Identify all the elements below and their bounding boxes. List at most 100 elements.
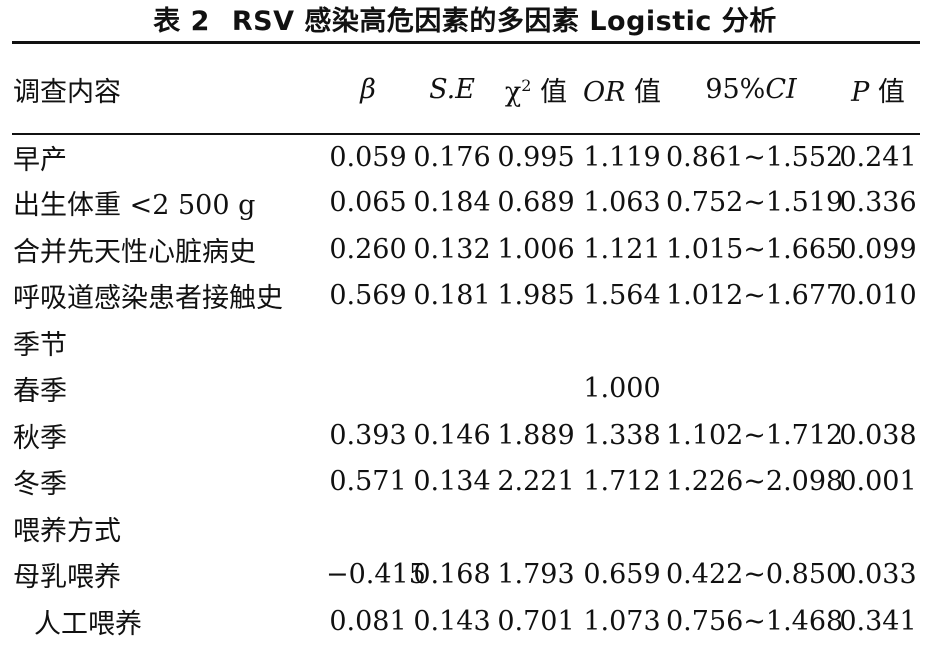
- table-row: 人工喂养 0.081 0.143 0.701 1.073 0.756~1.468…: [12, 598, 920, 645]
- cell-p: 0.010: [839, 280, 917, 312]
- cell-p: 0.033: [839, 559, 917, 591]
- cell-se: [410, 505, 494, 552]
- cell-ci: [666, 505, 836, 552]
- row-label: 母乳喂养: [13, 562, 121, 594]
- header-p: P 值: [836, 46, 920, 133]
- table-row: 秋季 0.393 0.146 1.889 1.338 1.102~1.712 0…: [12, 412, 920, 459]
- cell-se: 0.181: [413, 280, 491, 312]
- header-ci: 95%CI: [666, 46, 836, 133]
- table-row: 呼吸道感染患者接触史 0.569 0.181 1.985 1.564 1.012…: [12, 273, 920, 320]
- cell-beta: [326, 319, 410, 366]
- cell-ci: 0.756~1.468: [666, 605, 844, 637]
- row-label: 早产: [13, 144, 67, 176]
- cell-or: 1.338: [583, 419, 661, 451]
- ci-prefix: 95%: [705, 74, 766, 105]
- row-label: 呼吸道感染患者接触史: [13, 283, 283, 315]
- cell-beta: 0.065: [329, 187, 407, 219]
- cell-se: 0.184: [413, 187, 491, 219]
- cell-ci: 0.861~1.552: [666, 141, 844, 173]
- cell-p: 0.241: [839, 141, 917, 173]
- cell-or: 1.121: [583, 233, 661, 265]
- cell-chi2: 1.985: [497, 280, 575, 312]
- cell-beta: −0.415: [326, 559, 426, 591]
- cell-ci: 1.015~1.665: [666, 233, 844, 265]
- cell-or: 1.712: [583, 466, 661, 498]
- cell-ci: 0.752~1.519: [666, 187, 844, 219]
- cell-or: [578, 319, 666, 366]
- chi-symbol: χ: [504, 77, 522, 108]
- cell-se: 0.132: [413, 233, 491, 265]
- cell-beta: [326, 366, 410, 413]
- header-chi2: χ2 值: [494, 46, 578, 133]
- table-row: 出生体重 <2 500 g 0.065 0.184 0.689 1.063 0.…: [12, 180, 920, 227]
- cell-p: [836, 505, 920, 552]
- cell-or: 1.063: [583, 187, 661, 219]
- cell-se: 0.168: [413, 559, 491, 591]
- cell-p: 0.341: [839, 605, 917, 637]
- cell-se: [410, 319, 494, 366]
- ci-label: CI: [765, 74, 797, 105]
- cell-p: [836, 319, 920, 366]
- cell-beta: [326, 505, 410, 552]
- chi-superscript: 2: [521, 76, 532, 95]
- cell-or: 1.073: [583, 605, 661, 637]
- cell-ci: [666, 319, 836, 366]
- logistic-analysis-table: 调查内容 β S.E χ2 值 OR 值 95%CI P 值 早产 0.059 …: [12, 46, 920, 645]
- row-label: 冬季: [13, 469, 67, 501]
- cell-se: 0.134: [413, 466, 491, 498]
- cell-se: [410, 366, 494, 413]
- cell-chi2: 1.793: [497, 559, 575, 591]
- row-label: 人工喂养: [34, 608, 142, 640]
- cell-beta: 0.569: [329, 280, 407, 312]
- cell-chi2: [494, 505, 578, 552]
- cell-chi2: 1.006: [497, 233, 575, 265]
- cell-p: 0.001: [839, 466, 917, 498]
- cell-ci: 0.422~0.850: [666, 559, 844, 591]
- header-beta: β: [360, 74, 376, 105]
- table-number: 表 2: [153, 6, 210, 37]
- cell-chi2: 0.995: [497, 141, 575, 173]
- cell-ci: 1.226~2.098: [666, 466, 844, 498]
- cell-beta: 0.393: [329, 419, 407, 451]
- cell-chi2: 0.689: [497, 187, 575, 219]
- table-row: 冬季 0.571 0.134 2.221 1.712 1.226~2.098 0…: [12, 459, 920, 506]
- row-label: 秋季: [13, 422, 67, 454]
- row-label: 出生体重 <2 500 g: [13, 190, 256, 222]
- cell-p: 0.038: [839, 419, 917, 451]
- row-label: 季节: [13, 329, 67, 361]
- cell-ci: 1.102~1.712: [666, 419, 844, 451]
- header-item: 调查内容: [13, 77, 121, 108]
- cell-ci: [666, 366, 836, 413]
- table-title: RSV 感染高危因素的多因素 Logistic 分析: [231, 6, 777, 37]
- p-suffix: 值: [869, 77, 905, 108]
- cell-p: 0.336: [839, 187, 917, 219]
- p-label: P: [851, 77, 870, 108]
- cell-beta: 0.081: [329, 605, 407, 637]
- cell-p: 0.099: [839, 233, 917, 265]
- cell-chi2: [494, 366, 578, 413]
- or-label: OR: [582, 77, 626, 108]
- cell-chi2: 1.889: [497, 419, 575, 451]
- or-suffix: 值: [625, 77, 662, 108]
- cell-beta: 0.571: [329, 466, 407, 498]
- row-label: 合并先天性心脏病史: [13, 236, 256, 268]
- header-rule: [12, 133, 920, 135]
- cell-or: 1.000: [583, 373, 661, 405]
- row-label: 春季: [13, 376, 67, 408]
- row-label: 喂养方式: [13, 515, 121, 547]
- header-se: S.E: [429, 74, 475, 105]
- cell-beta: 0.059: [329, 141, 407, 173]
- cell-or: [578, 505, 666, 552]
- cell-chi2: [494, 319, 578, 366]
- table-row: 春季 1.000: [12, 366, 920, 413]
- header-or: OR 值: [578, 46, 666, 133]
- cell-se: 0.176: [413, 141, 491, 173]
- table-row: 合并先天性心脏病史 0.260 0.132 1.006 1.121 1.015~…: [12, 226, 920, 273]
- cell-beta: 0.260: [329, 233, 407, 265]
- cell-chi2: 0.701: [497, 605, 575, 637]
- cell-or: 0.659: [583, 559, 661, 591]
- cell-or: 1.564: [583, 280, 661, 312]
- cell-p: [836, 366, 920, 413]
- cell-ci: 1.012~1.677: [666, 280, 844, 312]
- table-row: 喂养方式: [12, 505, 920, 552]
